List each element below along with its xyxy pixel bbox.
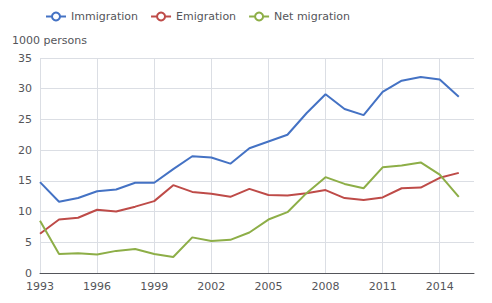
svg-text:10: 10 [18, 205, 32, 218]
svg-text:35: 35 [18, 52, 32, 65]
svg-text:2014: 2014 [426, 280, 454, 293]
svg-text:1000 persons: 1000 persons [12, 34, 87, 47]
svg-text:2011: 2011 [369, 280, 397, 293]
svg-text:1999: 1999 [140, 280, 168, 293]
svg-text:20: 20 [18, 144, 32, 157]
svg-text:2002: 2002 [197, 280, 225, 293]
svg-text:0: 0 [25, 267, 32, 280]
svg-text:5: 5 [25, 236, 32, 249]
svg-text:25: 25 [18, 113, 32, 126]
svg-text:30: 30 [18, 82, 32, 95]
svg-text:2005: 2005 [254, 280, 282, 293]
svg-text:1996: 1996 [83, 280, 111, 293]
svg-text:Emigration: Emigration [176, 10, 236, 23]
svg-text:1993: 1993 [26, 280, 54, 293]
svg-text:Immigration: Immigration [71, 10, 138, 23]
svg-text:15: 15 [18, 174, 32, 187]
svg-text:2008: 2008 [312, 280, 340, 293]
svg-text:Net migration: Net migration [274, 10, 350, 23]
